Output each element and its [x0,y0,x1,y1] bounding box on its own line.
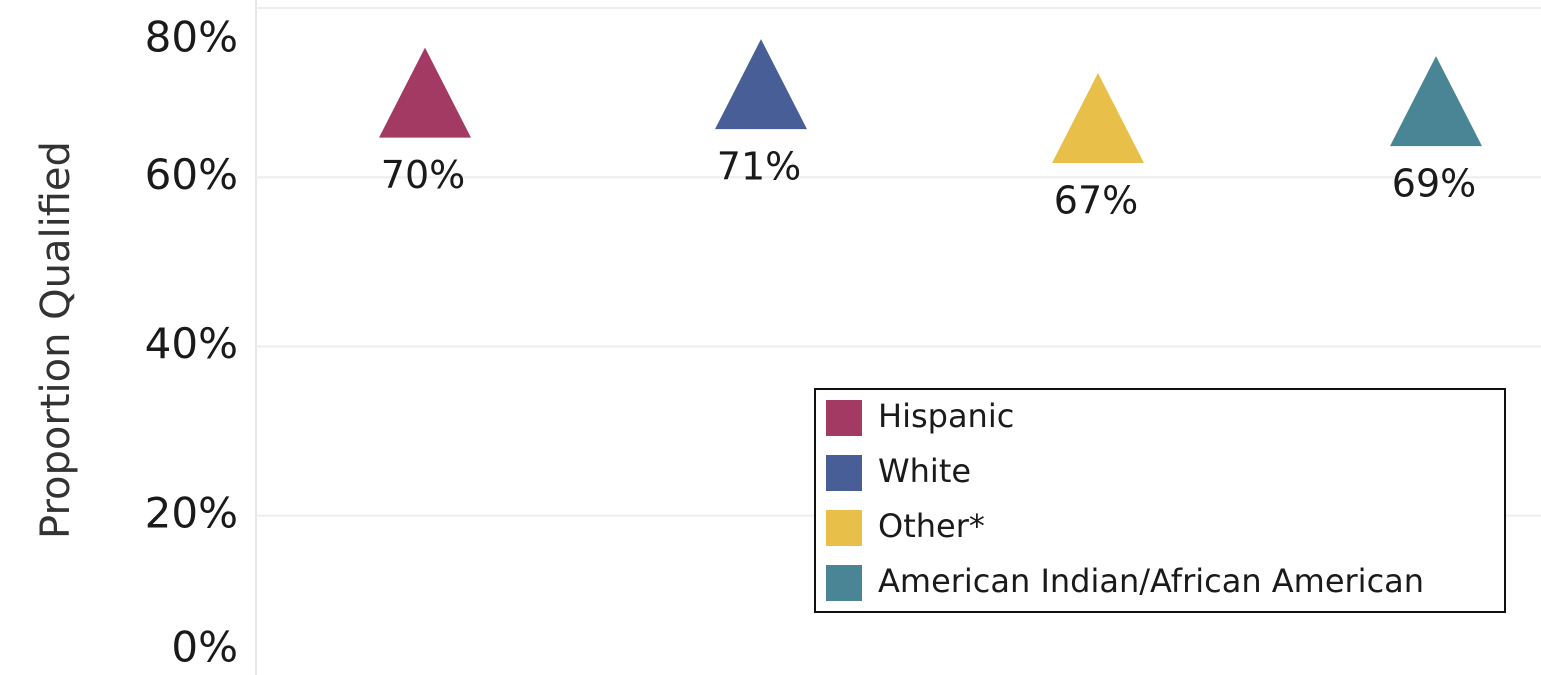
y-tick-label: 80% [145,13,238,62]
legend: Hispanic White Other* American Indian/Afric… [814,388,1506,613]
legend-swatch [826,400,862,436]
legend-box [814,388,1506,613]
triangle-marker [1052,73,1144,164]
y-tick-label: 60% [145,150,238,199]
value-label: 69% [1392,162,1476,206]
value-label: 67% [1054,179,1138,223]
y-tick-label: 40% [145,319,238,368]
legend-swatch [826,510,862,546]
triangle-marker [715,39,807,130]
value-label: 71% [717,145,801,189]
triangle-marker [1390,56,1482,147]
legend-label: Hispanic [878,397,1014,435]
legend-label: Other* [878,507,985,545]
legend-label: American Indian/African American [878,562,1424,600]
y-tick-label: 0% [171,623,238,672]
legend-label: White [878,452,971,490]
legend-swatch [826,565,862,601]
y-axis-title: Proportion Qualified [33,141,79,539]
legend-swatch [826,455,862,491]
value-label: 70% [381,153,465,197]
triangle-marker [379,47,471,138]
y-tick-label: 20% [145,488,238,537]
